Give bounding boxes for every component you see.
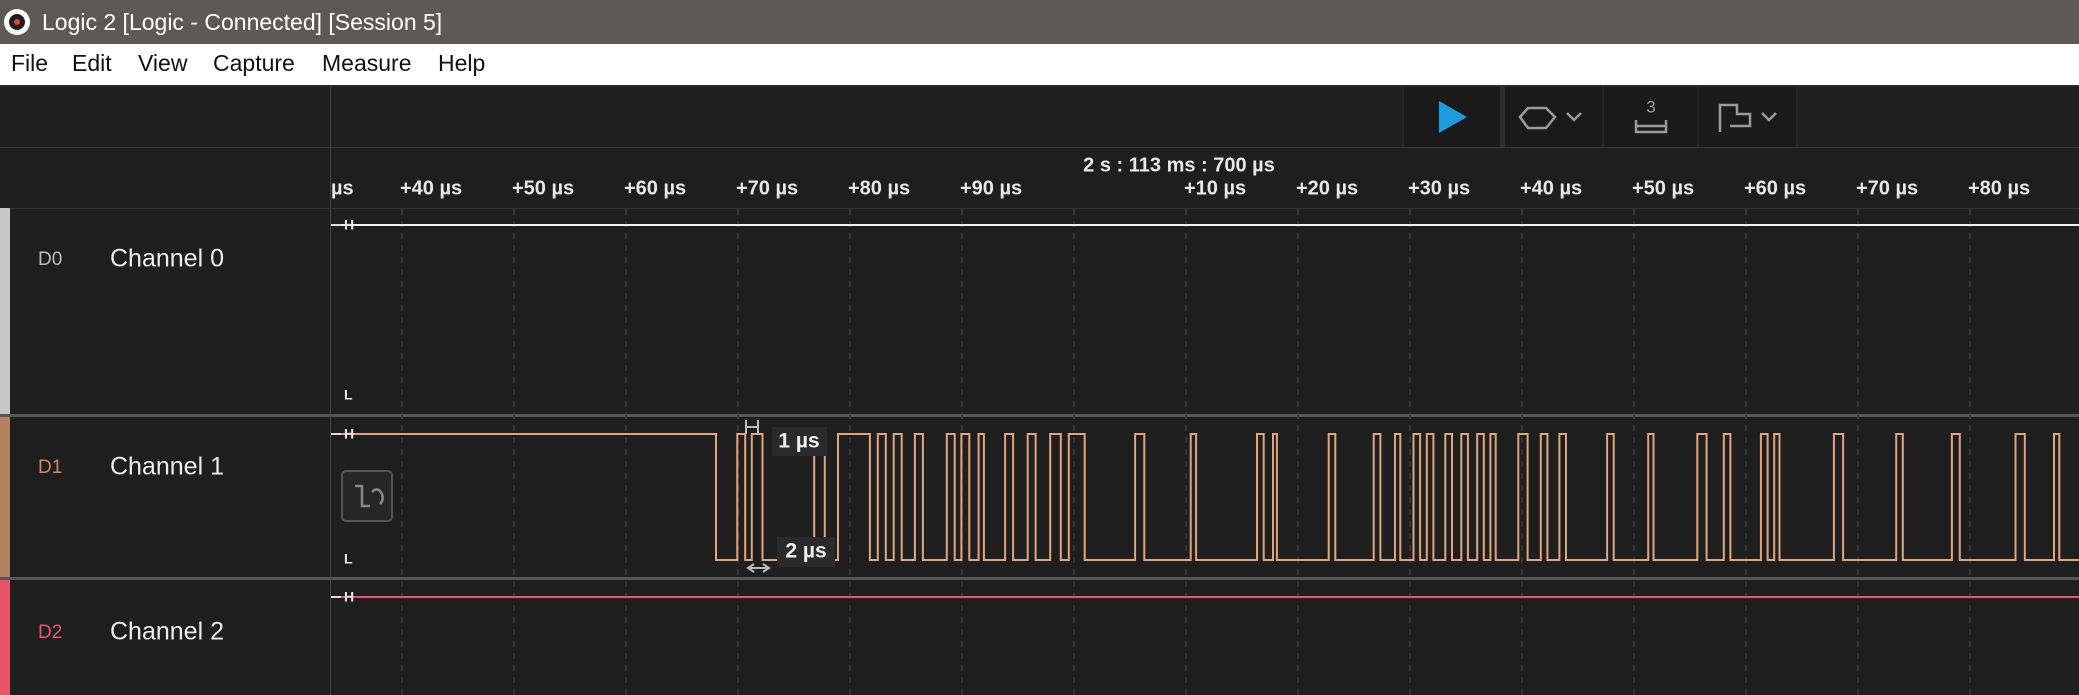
level-high: H: [344, 426, 354, 442]
measurement-markers: [745, 420, 771, 573]
menu-item[interactable]: View: [138, 50, 188, 76]
time-tick-label: +30 µs: [1408, 177, 1470, 199]
time-tick-label: +40 µs: [1520, 177, 1582, 199]
time-tick-label: +60 µs: [1744, 177, 1806, 199]
time-tick-label: +20 µs: [1296, 177, 1358, 199]
time-tick-label: +40 µs: [400, 177, 462, 199]
channel-separator: [0, 577, 2079, 580]
menu-item[interactable]: Measure: [322, 50, 411, 76]
level-low: L: [344, 551, 353, 567]
annotation-button[interactable]: [1718, 103, 1777, 132]
time-tick-label: +10 µs: [1184, 177, 1246, 199]
time-tick-label: µs: [331, 177, 354, 199]
menu-item[interactable]: Capture: [213, 50, 295, 76]
header-border: [0, 147, 2079, 148]
channel-1-signal: [331, 433, 2079, 561]
channel-color: [0, 208, 10, 414]
channel-id: D1: [38, 457, 62, 478]
time-tick-label: +90 µs: [960, 177, 1022, 199]
time-tick-label: +70 µs: [736, 177, 798, 199]
channel-name: Channel 2: [110, 618, 224, 646]
channel-id: D0: [38, 249, 62, 270]
menu-item[interactable]: Help: [438, 50, 485, 76]
level-low: L: [344, 387, 353, 403]
time-tick-label: +80 µs: [1968, 177, 2030, 199]
channel-name: Channel 0: [110, 245, 224, 273]
menu-border: [0, 85, 2079, 87]
timeline-border: [0, 208, 2079, 209]
measurement-box: [777, 537, 835, 567]
channel-action-icon: [355, 484, 370, 508]
channel-action-icon: [371, 488, 384, 505]
time-tick-label: +60 µs: [624, 177, 686, 199]
menu-bar: [0, 44, 2079, 85]
time-tick-label: +80 µs: [848, 177, 910, 199]
measurement-box: [772, 427, 827, 456]
trigger-button[interactable]: [1518, 106, 1582, 130]
channel-action-button[interactable]: [341, 470, 393, 522]
timestamp: 2 s : 113 ms : 700 µs: [1083, 154, 1275, 176]
channel-name: Channel 1: [110, 453, 224, 481]
level-high: H: [344, 589, 354, 605]
trigger-icon: [1518, 106, 1557, 130]
annotation-icon: [1718, 103, 1752, 132]
marker: [746, 563, 755, 573]
menu-item[interactable]: File: [11, 50, 48, 76]
channel-color: [0, 417, 10, 577]
app-icon-dot: [14, 19, 20, 25]
menu-item[interactable]: Edit: [72, 50, 112, 76]
marker: [762, 563, 771, 573]
period-label: 2 µs: [785, 540, 826, 563]
toolbar-group: [1403, 87, 1797, 147]
toolbar-divider: [1500, 87, 1505, 147]
pulse-width-label: 1 µs: [778, 430, 819, 453]
channel-id: D2: [38, 622, 62, 643]
channel-color: [0, 580, 10, 695]
marker-count: 3: [1646, 97, 1655, 116]
dropdown-arrow: [1566, 112, 1582, 122]
time-tick-label: +50 µs: [512, 177, 574, 199]
time-tick-label: +70 µs: [1856, 177, 1918, 199]
sidebar-border: [330, 87, 331, 695]
channel-separator: [0, 414, 2079, 417]
title-bar: [0, 0, 2079, 44]
start-button[interactable]: [1439, 101, 1467, 133]
level-high: H: [344, 217, 354, 233]
dropdown-arrow: [1761, 112, 1777, 122]
window-title: Logic 2 [Logic - Connected] [Session 5]: [42, 9, 442, 35]
time-tick-label: +50 µs: [1632, 177, 1694, 199]
timing-marker-button[interactable]: [1634, 120, 1668, 134]
